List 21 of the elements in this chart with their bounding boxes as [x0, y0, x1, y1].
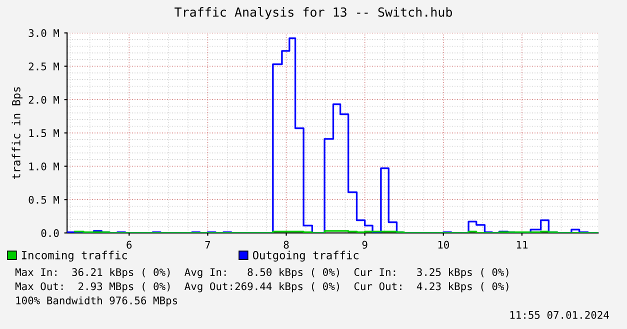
y-axis-title: traffic in Bps [12, 87, 23, 180]
x-tick-label: 6 [126, 240, 132, 249]
text: Max In: 36.21 kBps ( 0%) Avg In: 8.50 kBps ( 0%) Cur In: 3.25 kBps ( 0%) [15, 268, 508, 278]
x-tick-label: 11 [516, 240, 528, 249]
y-tick-label: 1.5 M [29, 129, 60, 138]
legend-label: Outgoing traffic [252, 250, 358, 262]
y-tick-label: 2.0 M [28, 96, 60, 104]
y-tick-label: 3.0 M [28, 29, 60, 38]
chart-title: Traffic Analysis for 13 -- Switch.hub [174, 7, 452, 20]
x-tick-label: 10 [438, 240, 449, 249]
text: 100% Bandwidth 976.56 MBps [16, 296, 178, 306]
text: 11:55 07.01.2024 [510, 311, 609, 319]
x-tick-label: 8 [284, 240, 289, 249]
y-tick-label: 1.0 M [29, 162, 60, 170]
x-tick-label: 7 [205, 240, 210, 249]
y-tick-label: 0.0 [41, 229, 59, 238]
legend-label: Incoming traffic [22, 250, 127, 262]
text: Max Out: 2.93 MBps ( 0%) Avg Out:269.44 kBps ( 0%) Cur Out: 4.23 kBps ( 0%) [15, 282, 508, 292]
y-tick-label: 2.5 M [28, 62, 60, 70]
y-tick-label: 0.5 M [28, 196, 60, 204]
x-tick-label: 9 [362, 240, 368, 249]
